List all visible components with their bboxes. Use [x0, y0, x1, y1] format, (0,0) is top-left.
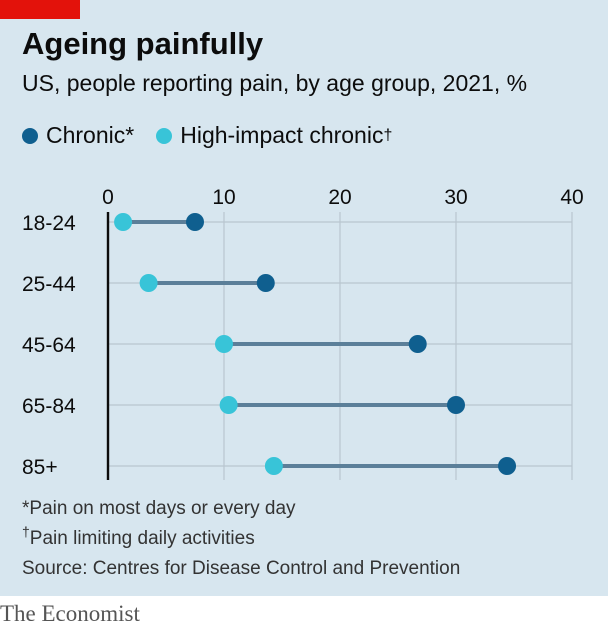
chronic-dot	[186, 213, 204, 231]
legend: Chronic* High-impact chronic †	[22, 122, 414, 149]
legend-item-chronic: Chronic*	[22, 122, 134, 149]
x-tick-label: 40	[560, 186, 583, 209]
high-impact-dot	[264, 457, 283, 475]
high-impact-dot	[219, 396, 238, 414]
source-note: Source: Centres for Disease Control and …	[22, 558, 461, 579]
footnote-high-impact: †Pain limiting daily activities	[22, 524, 460, 554]
category-label: 18-24	[22, 212, 76, 235]
x-tick-label: 0	[102, 186, 114, 209]
chart-title: Ageing painfully	[22, 26, 264, 61]
legend-label-high-impact: High-impact chronic	[180, 122, 384, 148]
chronic-dot	[447, 396, 465, 414]
x-tick-label: 10	[212, 186, 235, 209]
category-label: 45-64	[22, 334, 76, 357]
footnote-chronic: *Pain on most days or every day	[22, 498, 296, 519]
high-impact-dot	[114, 213, 133, 231]
dot-range-chart: 0 10 20 30 40 18-24 25-44 45-64 65-84 85+	[22, 186, 584, 480]
high-impact-dot	[139, 274, 158, 292]
brand-wordmark: The Economist	[0, 601, 140, 626]
chronic-dot	[256, 274, 275, 292]
legend-item-high-impact: High-impact chronic †	[156, 122, 392, 149]
footnote-dagger-mark: †	[22, 523, 30, 540]
x-tick-label: 30	[444, 186, 467, 209]
legend-dot-high-impact	[156, 127, 173, 144]
chart-panel	[0, 0, 608, 596]
x-tick-label: 20	[328, 186, 351, 209]
chronic-dot	[408, 335, 427, 353]
chart-notes: *Pain on most days or every day †Pain li…	[22, 494, 460, 584]
legend-dot-chronic	[22, 127, 38, 144]
category-label: 25-44	[22, 273, 76, 296]
brand-tag	[0, 0, 80, 19]
high-impact-dot	[215, 335, 233, 353]
category-label: 85+	[22, 456, 58, 479]
chart-subtitle: US, people reporting pain, by age group,…	[22, 70, 528, 96]
category-label: 65-84	[22, 395, 76, 418]
chronic-dot	[498, 457, 517, 475]
legend-label-chronic: Chronic*	[46, 122, 135, 148]
footnote-high-impact-text: Pain limiting daily activities	[29, 528, 255, 549]
